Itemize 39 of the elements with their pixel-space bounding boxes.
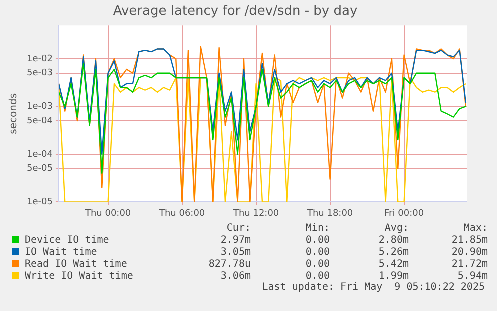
text: Min:: [304, 222, 330, 234]
text: 0.00: [304, 258, 330, 270]
y-tick-label: 1e-05: [26, 198, 53, 208]
y-tick-label: 5e-04: [26, 116, 54, 126]
text: 2.97m: [220, 234, 251, 246]
text: 21.72m: [450, 258, 488, 270]
text: Last update: Fri May 9 05:10:22 2025: [262, 282, 485, 293]
text: 0.00: [304, 246, 330, 258]
text: 5.42m: [378, 258, 409, 270]
y-tick-label: 5e-03: [26, 68, 53, 79]
text: 0.00: [304, 234, 330, 246]
text: Max:: [462, 222, 488, 234]
y-tick-label: 5e-05: [26, 164, 53, 174]
text: 1.99m: [378, 270, 409, 282]
text: 20.90m: [450, 246, 488, 258]
legend-label: IO Wait time: [24, 246, 98, 258]
text: Avg:: [384, 222, 409, 234]
text: 3.06m: [220, 270, 251, 282]
legend-label: Device IO time: [24, 234, 110, 246]
x-tick-label: Thu 06:00: [158, 208, 206, 219]
x-tick-label: Thu 12:00: [232, 208, 280, 219]
x-tick-label: Fri 00:00: [384, 208, 424, 219]
text: 2.80m: [378, 234, 409, 246]
text: Cur:: [226, 222, 251, 234]
legend-label: Read IO Wait time: [24, 258, 128, 270]
chart-title: Average latency for /dev/sdn - by day: [113, 4, 358, 20]
legend-label: Write IO Wait time: [24, 270, 134, 282]
x-tick-label: Thu 18:00: [306, 208, 354, 219]
y-tick-label: 1e-02: [26, 54, 53, 64]
text: 21.85m: [450, 234, 488, 246]
x-tick-label: Thu 00:00: [84, 208, 132, 219]
y-tick-label: 1e-04: [26, 150, 54, 160]
text: 3.05m: [220, 246, 251, 258]
text: 0.00: [304, 270, 330, 282]
y-axis-title: seconds: [8, 93, 20, 134]
y-tick-label: 1e-03: [26, 102, 53, 112]
text: 827.78u: [208, 258, 251, 270]
text: 5.94m: [456, 270, 488, 282]
text: 5.26m: [378, 246, 409, 258]
